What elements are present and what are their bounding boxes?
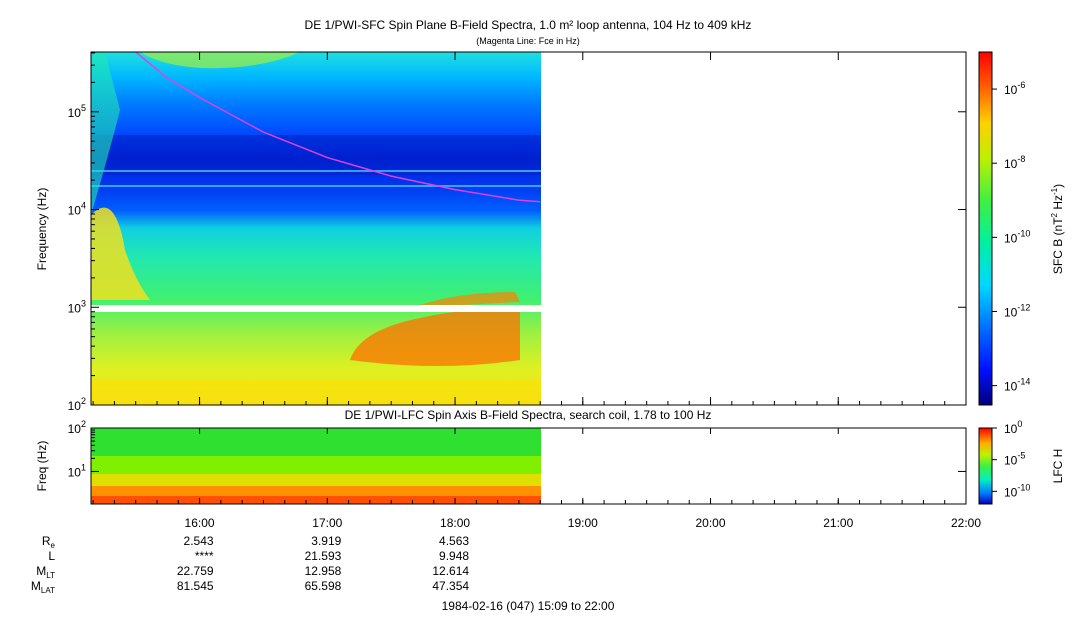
sfc-ylabel: Frequency (Hz) bbox=[35, 188, 49, 271]
sfc-spectrogram bbox=[91, 52, 541, 405]
time-tick-label: 19:00 bbox=[568, 516, 598, 530]
sfc-frame bbox=[90, 51, 967, 406]
ephemeris-value: 47.354 bbox=[432, 579, 469, 593]
time-tick-label: 22:00 bbox=[951, 516, 981, 530]
sfc-colorbar-tick-label: 10-14 bbox=[1004, 377, 1030, 394]
ephemeris-row-label: L bbox=[48, 549, 55, 563]
lfc-ytick-label: 102 bbox=[68, 419, 86, 436]
sfc-ytick-label: 104 bbox=[68, 201, 86, 218]
ephemeris-table: Re 2.543 3.919 4.563 L **** 21.593 9.948 MLT 22.7… bbox=[31, 534, 469, 595]
ephemeris-value: 81.545 bbox=[177, 579, 214, 593]
lfc-colorbar-tick-label: 10-5 bbox=[1004, 451, 1025, 468]
lfc-band-mid bbox=[91, 456, 541, 474]
sfc-line-band-2 bbox=[91, 185, 541, 187]
sfc-subtitle: (Magenta Line: Fce in Hz) bbox=[476, 36, 580, 46]
sfc-colorbar-tick-label: 10-10 bbox=[1004, 228, 1030, 245]
lfc-band-lowest bbox=[91, 496, 541, 504]
ephemeris-row-label: MLT bbox=[36, 564, 55, 580]
fce-line bbox=[135, 52, 541, 203]
lfc-frame bbox=[90, 427, 967, 505]
ephemeris-value: **** bbox=[195, 549, 214, 563]
sfc-line-band-1 bbox=[91, 170, 541, 172]
sfc-receiver-gap bbox=[91, 305, 541, 312]
ephemeris-value: 21.593 bbox=[305, 549, 342, 563]
ephemeris-value: 2.543 bbox=[184, 534, 214, 548]
sfc-title: DE 1/PWI-SFC Spin Plane B-Field Spectra,… bbox=[305, 18, 752, 32]
ephemeris-value: 65.598 bbox=[305, 579, 342, 593]
sfc-low-band bbox=[91, 380, 541, 405]
lfc-band-low bbox=[91, 486, 541, 496]
lfc-colorbar-label: LFC H bbox=[1051, 449, 1065, 484]
sfc-colorbar-tick-label: 10-12 bbox=[1004, 302, 1030, 319]
lfc-colorbar bbox=[978, 427, 993, 505]
time-tick-label: 18:00 bbox=[440, 516, 470, 530]
date-label: 1984-02-16 (047) 15:09 to 22:00 bbox=[442, 599, 615, 613]
ephemeris-value: 12.958 bbox=[305, 564, 342, 578]
ephemeris-row-label: MLAT bbox=[31, 579, 55, 595]
sfc-early-emission bbox=[91, 52, 120, 215]
sfc-auroral-hiss bbox=[140, 52, 300, 69]
sfc-dark-band bbox=[91, 135, 541, 175]
time-tick-label: 21:00 bbox=[823, 516, 853, 530]
sfc-ytick-label: 103 bbox=[68, 298, 86, 315]
sfc-chorus-patch bbox=[350, 309, 520, 366]
lfc-band-high bbox=[91, 428, 541, 456]
sfc-colorbar bbox=[978, 51, 993, 406]
ephemeris-value: 22.759 bbox=[177, 564, 214, 578]
ephemeris-value: 12.614 bbox=[432, 564, 469, 578]
ephemeris-value: 9.948 bbox=[439, 549, 469, 563]
lfc-spectrogram bbox=[91, 428, 541, 504]
sfc-emission-edge bbox=[420, 292, 520, 308]
axis-ticks: 102 103 104 105 10-6 10-8 10-10 10-12 10-14 101 10… bbox=[68, 52, 1030, 530]
sfc-colorbar-tick-label: 10-6 bbox=[1004, 80, 1025, 97]
ephemeris-value: 4.563 bbox=[439, 534, 469, 548]
sfc-low-intensity-region bbox=[91, 207, 150, 300]
sfc-colorbar-label: SFC B (nT2 Hz-1) bbox=[1050, 184, 1065, 274]
lfc-colorbar-tick-label: 10-10 bbox=[1004, 482, 1030, 499]
sfc-ytick-label: 105 bbox=[68, 103, 86, 120]
time-tick-label: 16:00 bbox=[185, 516, 215, 530]
ephemeris-value: 3.919 bbox=[311, 534, 341, 548]
lfc-ytick-label: 101 bbox=[68, 462, 86, 479]
lfc-title: DE 1/PWI-LFC Spin Axis B-Field Spectra, … bbox=[345, 408, 712, 422]
lfc-band-lowmid bbox=[91, 474, 541, 486]
lfc-ylabel: Freq (Hz) bbox=[35, 441, 49, 492]
lfc-colorbar-tick-label: 100 bbox=[1004, 419, 1022, 436]
ephemeris-row-label: Re bbox=[42, 534, 56, 550]
time-tick-label: 17:00 bbox=[312, 516, 342, 530]
sfc-ytick-label: 102 bbox=[68, 396, 86, 413]
time-tick-label: 20:00 bbox=[696, 516, 726, 530]
sfc-colorbar-tick-label: 10-8 bbox=[1004, 154, 1025, 171]
